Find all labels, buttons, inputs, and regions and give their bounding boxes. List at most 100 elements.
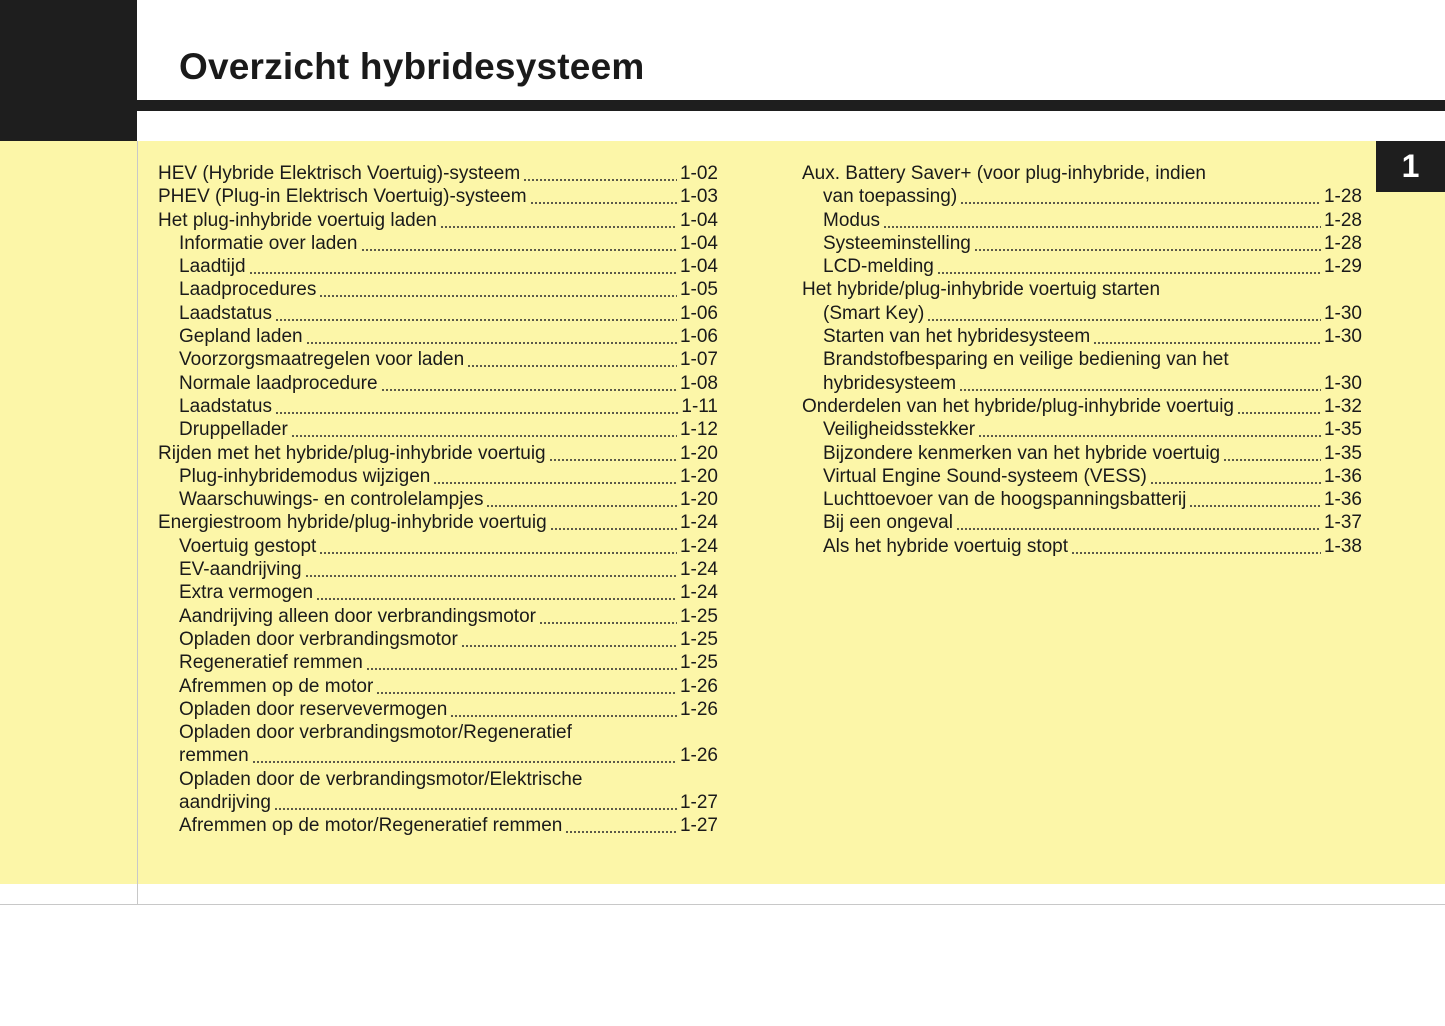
chapter-number: 1 [1401, 148, 1420, 184]
page-number: 1-27 [679, 792, 718, 814]
toc-line: HEV (Hybride Elektrisch Voertuig)-systee… [158, 162, 718, 186]
dot-leader [273, 791, 677, 815]
dot-leader [565, 814, 677, 838]
dot-leader [376, 674, 677, 698]
entry-text: (Smart Key) [823, 302, 925, 324]
entry-text: Normale laadprocedure [179, 372, 378, 394]
entry-text: PHEV (Plug-in Elektrisch Voertuig)-syste… [158, 186, 527, 208]
dot-leader [1093, 325, 1321, 349]
entry-text: Opladen door verbrandingsmotor/Regenerat… [179, 722, 572, 744]
page-number: 1-28 [1323, 186, 1362, 208]
entry-text: Het plug-inhybride voertuig laden [158, 209, 437, 231]
toc-line: Extra vermogen 1-24 [158, 581, 718, 605]
toc-line: Plug-inhybridemodus wijzigen 1-20 [158, 464, 718, 489]
page-number: 1-27 [679, 815, 718, 837]
page-number: 1-12 [679, 419, 718, 441]
entry-text: Luchttoevoer van de hoogspanningsbatteri… [823, 489, 1187, 511]
page-number: 1-06 [679, 326, 718, 348]
toc-line: Energiestroom hybride/plug-inhybride voe… [158, 511, 718, 535]
page-number: 1-35 [1323, 442, 1362, 464]
page-number: 1-38 [1323, 535, 1362, 557]
dot-leader [316, 581, 677, 605]
entry-text: Druppellader [179, 419, 288, 441]
dot-leader [548, 441, 677, 465]
toc-line: aandrijving 1-27 [158, 791, 718, 815]
page-number: 1-28 [1323, 209, 1362, 231]
toc-line: Voorzorgsmaatregelen voor laden 1-07 [158, 348, 718, 372]
dot-leader [523, 162, 677, 186]
page-number: 1-20 [679, 465, 718, 487]
toc-line: remmen 1-26 [158, 744, 718, 768]
page-number: 1-04 [679, 232, 718, 254]
entry-text: Aandrijving alleen door verbrandingsmoto… [179, 605, 536, 627]
entry-text: Regeneratief remmen [179, 652, 363, 674]
page-number: 1-26 [679, 698, 718, 720]
corner-block [0, 0, 137, 141]
dot-leader [927, 301, 1321, 326]
entry-text: remmen [179, 745, 249, 767]
footer-line [0, 904, 1445, 905]
entry-text: Opladen door verbrandingsmotor [179, 628, 458, 650]
entry-text: Het hybride/plug-inhybride voertuig star… [802, 279, 1161, 301]
toc-line: Gepland laden 1-06 [158, 325, 718, 349]
page-number: 1-25 [679, 628, 718, 650]
toc-line: Aux. Battery Saver+ (voor plug-inhybride… [802, 162, 1362, 185]
entry-text: Waarschuwings- en controlelampjes [179, 489, 484, 511]
dot-leader [433, 464, 677, 489]
dot-leader [360, 231, 677, 256]
entry-text: Energiestroom hybride/plug-inhybride voe… [158, 512, 547, 534]
page-number: 1-30 [1323, 302, 1362, 324]
toc-line: Opladen door verbrandingsmotor/Regenerat… [158, 721, 718, 744]
page-number: 1-30 [1323, 326, 1362, 348]
toc-line: Modus 1-28 [802, 208, 1362, 232]
entry-text: Opladen door de verbrandingsmotor/Elektr… [179, 768, 583, 790]
toc-line: Opladen door verbrandingsmotor 1-25 [158, 627, 718, 652]
dot-leader [319, 534, 677, 559]
page-number: 1-11 [681, 395, 718, 417]
entry-text: Bij een ongeval [823, 512, 953, 534]
entry-text: Veiligheidsstekker [823, 419, 976, 441]
entry-text: Voertuig gestopt [179, 535, 317, 557]
entry-text: Rijden met het hybride/plug-inhybride vo… [158, 442, 546, 464]
dot-leader [960, 185, 1321, 209]
toc-line: Virtual Engine Sound-systeem (VESS) 1-36 [802, 464, 1362, 489]
page-number: 1-29 [1323, 256, 1362, 278]
title: Overzicht hybridesysteem [179, 46, 645, 87]
title-rule [137, 100, 1445, 111]
toc-line: PHEV (Plug-in Elektrisch Voertuig)-syste… [158, 185, 718, 209]
entry-text: aandrijving [179, 792, 271, 814]
toc-line: (Smart Key) 1-30 [802, 301, 1362, 326]
dot-leader [1149, 464, 1321, 489]
page-number: 1-36 [1323, 465, 1362, 487]
entry-text: Systeeminstelling [823, 232, 971, 254]
page-number: 1-26 [679, 745, 718, 767]
dot-leader [290, 418, 677, 442]
dot-leader [274, 394, 679, 419]
toc-line: Bij een ongeval 1-37 [802, 511, 1362, 535]
page-number: 1-07 [679, 349, 718, 371]
entry-text: Brandstofbesparing en veilige bediening … [823, 349, 1229, 371]
toc-line: Druppellader 1-12 [158, 418, 718, 442]
dot-leader [460, 627, 677, 652]
page-number: 1-08 [679, 372, 718, 394]
dot-leader [305, 325, 677, 349]
page-number: 1-04 [679, 209, 718, 231]
page-number: 1-02 [679, 163, 718, 184]
toc-line: Regeneratief remmen 1-25 [158, 651, 718, 675]
dot-leader [1223, 441, 1321, 465]
page-number: 1-03 [679, 186, 718, 208]
page-number: 1-25 [679, 605, 718, 627]
page-number: 1-36 [1323, 489, 1362, 511]
dot-leader [467, 348, 677, 372]
entry-text: Opladen door reservevermogen [179, 698, 448, 720]
page-number: 1-20 [679, 442, 718, 464]
toc-line: Het plug-inhybride voertuig laden 1-04 [158, 208, 718, 232]
toc-line: EV-aandrijving 1-24 [158, 558, 718, 582]
page-number: 1-35 [1323, 419, 1362, 441]
dot-leader [1071, 534, 1321, 559]
dot-leader [936, 255, 1321, 279]
entry-text: Plug-inhybridemodus wijzigen [179, 465, 431, 487]
toc-column: HEV (Hybride Elektrisch Voertuig)-systee… [158, 162, 718, 838]
entry-text: Onderdelen van het hybride/plug-inhybrid… [802, 395, 1234, 417]
